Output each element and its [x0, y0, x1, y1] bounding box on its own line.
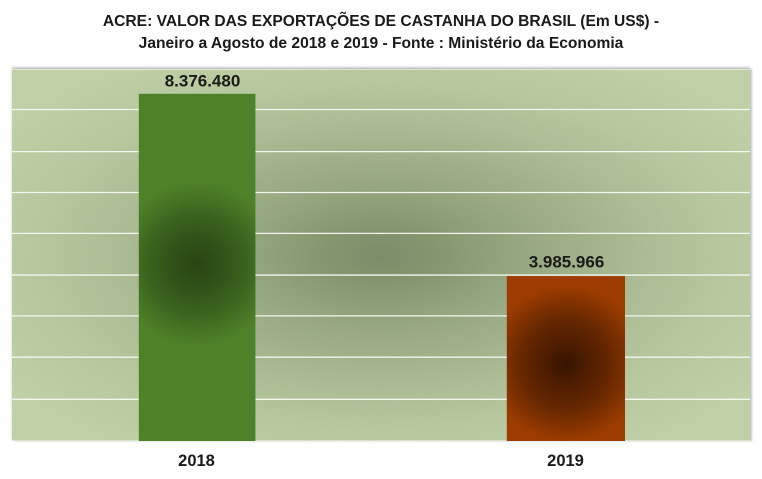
svg-text:8.376.480: 8.376.480 — [165, 71, 241, 90]
svg-text:3.985.966: 3.985.966 — [529, 252, 605, 271]
